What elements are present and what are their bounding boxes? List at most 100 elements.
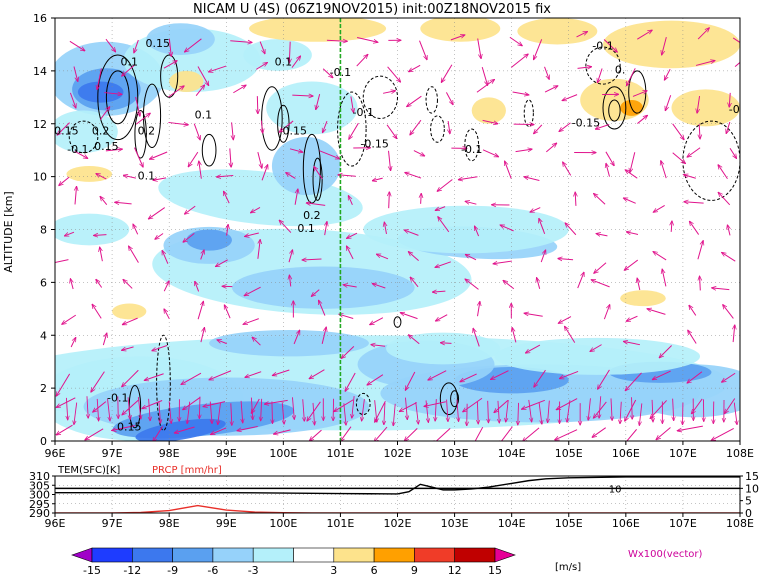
reference-line-label: 10 (609, 484, 622, 495)
y-tick-label: 12 (33, 118, 47, 131)
wind-vector (374, 400, 377, 422)
contour-label: 0.15 (283, 124, 308, 137)
wind-vector (184, 205, 196, 214)
wind-vector (491, 370, 509, 380)
wind-vector (567, 400, 571, 422)
shading-blob (243, 39, 312, 71)
wind-vector (352, 396, 355, 418)
contour-label: 0.1 (275, 56, 293, 69)
colorbar-segment (373, 547, 415, 563)
contour-line (97, 54, 139, 141)
wind-vector (653, 252, 667, 261)
wind-vector (135, 96, 140, 116)
wind-vector (340, 426, 352, 441)
colorbar-segment (252, 547, 294, 563)
wind-vector (435, 399, 436, 421)
wind-vector (169, 38, 171, 56)
wind-vector (498, 400, 499, 423)
wind-vector (97, 68, 102, 89)
wind-vector (92, 304, 102, 319)
wind-vector (252, 337, 261, 346)
wind-vector (122, 369, 139, 387)
wind-vector (440, 343, 452, 344)
shading-blob (209, 329, 369, 357)
wind-vector (590, 344, 602, 352)
sub-x-tick-label: 105E (555, 517, 583, 530)
wind-vector (325, 222, 327, 236)
colorbar-level-label: -9 (167, 564, 178, 575)
wind-vector (122, 64, 135, 76)
wind-vector (611, 398, 612, 420)
wind-vector (562, 94, 578, 101)
wind-vector (123, 279, 133, 289)
wind-vector (733, 325, 735, 343)
wind-vector (639, 403, 643, 425)
wind-vector (382, 91, 395, 94)
wind-vector (425, 400, 428, 422)
wind-vector (498, 426, 513, 441)
wind-vector (428, 370, 447, 380)
wind-vector (405, 397, 407, 420)
sub-right-tick-label: 10 (745, 482, 759, 495)
wind-vector (279, 120, 294, 132)
wind-vector (341, 345, 355, 358)
wind-vector (135, 113, 150, 125)
sub-right-tick-label: 0 (745, 507, 752, 520)
wind-vector (144, 373, 164, 381)
wind-vector (664, 68, 671, 80)
wind-vector (326, 40, 347, 41)
wind-vector (233, 85, 246, 94)
sub-x-tick-label: 106E (612, 517, 640, 530)
wind-vector (203, 401, 226, 407)
shading-blob (603, 20, 740, 69)
contour-line (142, 83, 162, 149)
wind-vector (127, 397, 130, 419)
contour-line (608, 99, 621, 122)
wind-vector (183, 232, 195, 242)
wind-vector (652, 370, 671, 380)
wind-vector (545, 143, 556, 153)
wind-vector (316, 93, 321, 110)
x-tick-label: 100E (269, 447, 297, 460)
shading-blob (249, 18, 387, 42)
contour-label: -0.1 (67, 143, 88, 156)
wind-vector (722, 252, 736, 262)
contour-label: 0.1 (138, 169, 156, 182)
wind-vector (163, 281, 169, 292)
wind-vector (195, 281, 200, 292)
wind-vector (70, 337, 76, 348)
wind-vector (672, 152, 686, 164)
wind-vector (506, 399, 509, 422)
wind-vector (559, 122, 571, 132)
wind-vector (445, 92, 453, 104)
wind-vector (168, 121, 188, 124)
sub-x-tick-label: 97E (102, 517, 123, 530)
wind-vector (134, 39, 139, 53)
wind-vector (558, 259, 574, 260)
contour-label: -0 (729, 103, 740, 116)
wind-vector (91, 371, 105, 392)
wind-vector (393, 403, 395, 426)
wind-vector (153, 426, 164, 441)
wind-vector (477, 38, 481, 59)
contour-label: 0. (615, 64, 626, 77)
sub-right-tick-label: 5 (745, 495, 752, 508)
shading-blob (420, 18, 501, 42)
wind-vector (689, 305, 697, 316)
wind-vector (695, 61, 715, 66)
wind-vector (512, 327, 517, 343)
sub-left-tick-label: 305 (29, 479, 50, 492)
wind-vector (197, 66, 209, 85)
wind-vector (697, 28, 709, 40)
sub-left-tick-label: 290 (29, 507, 50, 520)
contour-label: -0.15 (360, 138, 388, 151)
wind-vector (405, 371, 416, 390)
colorbar-level-label: 9 (411, 564, 418, 575)
contour-label: -0.1 (461, 143, 482, 156)
wind-vector (105, 149, 122, 151)
wind-vector (477, 401, 478, 424)
wind-vector (687, 371, 703, 383)
colorbar-segment (333, 547, 375, 563)
wind-vector (725, 398, 736, 413)
wind-vector (183, 397, 201, 409)
